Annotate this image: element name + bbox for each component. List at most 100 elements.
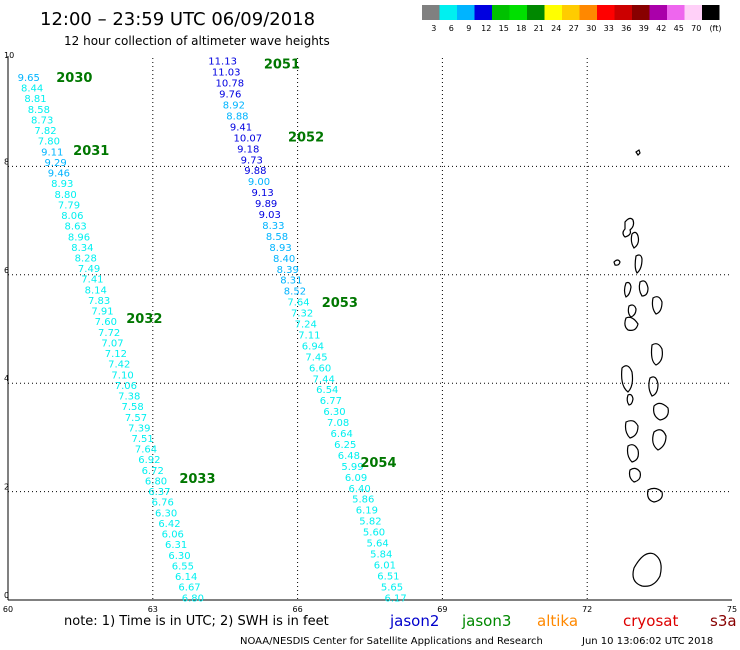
wave-height-value: 9.46 [48,169,70,180]
wave-height-value: 7.49 [78,264,100,275]
wave-height-value: 8.73 [31,115,53,126]
wave-height-value: 8.40 [273,254,295,265]
legend-label: 36 [621,24,631,33]
legend-unit: (ft) [709,24,721,33]
y-tick-label: 10 [4,51,14,60]
y-tick-label: 4 [4,374,9,383]
wave-height-value: 7.64 [287,298,309,309]
legend-label: 12 [481,24,491,33]
wave-height-value: 7.41 [81,275,103,286]
wave-height-value: 8.81 [24,94,46,105]
wave-height-value: 6.01 [374,560,396,571]
satellite-label: jason3 [461,612,511,630]
pass-label: 2051 [264,57,300,72]
legend-swatch [544,5,562,20]
pass-label: 2053 [322,296,358,311]
wave-height-value: 7.32 [291,309,313,320]
legend-swatch [422,5,440,20]
wave-height-value: 6.31 [165,540,187,551]
wave-height-value: 10.07 [233,133,262,144]
wave-height-value: 9.89 [255,199,277,210]
pass-label: 2033 [179,472,215,487]
wave-height-value: 8.80 [54,190,76,201]
wave-height-value: 8.06 [61,211,83,222]
wave-height-value: 7.83 [88,296,110,307]
wave-height-value: 7.38 [118,392,140,403]
wave-height-value: 6.19 [356,506,378,517]
map-subtitle: 12 hour collection of altimeter wave hei… [64,34,330,48]
wave-height-value: 6.30 [323,407,345,418]
wave-height-value: 8.96 [68,232,90,243]
wave-height-value: 9.29 [44,158,66,169]
x-tick-label: 60 [3,605,13,614]
wave-height-value: 6.42 [158,519,180,530]
legend-swatch [684,5,702,20]
y-tick-label: 8 [4,157,9,166]
legend-swatch [457,5,475,20]
legend-swatch [439,5,457,20]
wave-height-value: 8.52 [284,287,306,298]
legend-label: 15 [499,24,509,33]
wave-height-value: 8.31 [280,276,302,287]
wave-height-value: 8.93 [51,179,73,190]
wave-height-value: 7.72 [98,328,120,339]
legend-label: 6 [449,24,454,33]
wave-height-value: 7.39 [128,423,150,434]
wave-height-value: 5.84 [370,549,392,560]
map-title: 12:00 – 23:59 UTC 06/09/2018 [40,9,315,30]
wave-height-value: 6.94 [302,341,324,352]
wave-height-value: 6.80 [145,476,167,487]
wave-height-value: 6.17 [384,593,406,604]
legend-label: 42 [656,24,666,33]
legend-swatch [649,5,667,20]
wave-height-value: 9.76 [219,90,241,101]
wave-height-value: 6.92 [138,455,160,466]
legend-label: 24 [551,24,561,33]
wave-height-value: 11.03 [212,68,241,79]
legend-label: 21 [534,24,544,33]
wave-height-value: 9.41 [230,122,252,133]
wave-height-value: 7.11 [298,330,320,341]
pass-label: 2031 [73,144,109,159]
wave-height-value: 7.82 [34,126,56,137]
x-tick-label: 75 [727,605,737,614]
wave-height-value: 8.58 [28,105,50,116]
wave-height-value: 7.08 [327,418,349,429]
wave-height-value: 6.64 [331,429,353,440]
wave-height-value: 5.86 [352,495,374,506]
wave-height-value: 6.48 [338,451,360,462]
x-tick-label: 69 [437,605,447,614]
satellite-label: cryosat [623,612,678,630]
wave-height-value: 6.76 [152,498,174,509]
wave-height-value: 6.54 [316,385,338,396]
wave-height-value: 6.60 [309,363,331,374]
legend-swatch [527,5,545,20]
wave-height-value: 7.80 [38,137,60,148]
legend-swatch [474,5,492,20]
satellite-label: s3a [710,612,737,630]
wave-height-value: 9.03 [259,210,281,221]
legend-swatch [562,5,580,20]
wave-height-value: 6.40 [349,484,371,495]
wave-height-value: 5.64 [367,539,389,550]
wave-height-value: 7.06 [115,381,137,392]
wave-height-value: 9.88 [244,166,266,177]
wave-height-value: 7.42 [108,360,130,371]
wave-height-value: 9.11 [41,147,63,158]
wave-height-value: 7.58 [121,402,143,413]
coastline-outlines [613,149,669,587]
wave-height-value: 9.18 [237,144,259,155]
color-legend: 3 6 9 12 15 18 21 24 27 30 33 36 39 42 45 70 (ft) [422,5,722,33]
altimeter-tracks: 9.658.448.818.588.737.827.809.119.299.46… [18,57,407,605]
wave-height-value: 7.44 [313,374,335,385]
lat-lon-grid [8,58,732,600]
legend-swatch [492,5,510,20]
wave-height-value: 7.45 [305,352,327,363]
wave-height-value: 8.92 [223,101,245,112]
wave-height-value: 8.63 [65,222,87,233]
wave-height-value: 8.34 [71,243,93,254]
satellite-label: altika [537,612,578,630]
wave-height-value: 6.06 [162,530,184,541]
legend-swatch [509,5,527,20]
